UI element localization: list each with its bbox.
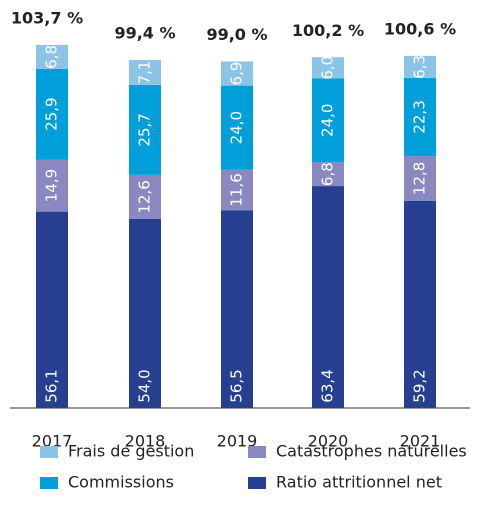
value-label: 6,0 bbox=[319, 56, 337, 80]
value-label: 12,8 bbox=[411, 162, 429, 195]
value-label: 56,1 bbox=[43, 369, 61, 402]
value-label: 14,9 bbox=[43, 169, 61, 202]
value-label: 25,7 bbox=[136, 113, 154, 146]
bar-segment bbox=[221, 169, 253, 211]
x-tick-label: 2017 bbox=[32, 432, 73, 451]
bar-segment bbox=[129, 84, 161, 175]
legend-swatch bbox=[248, 446, 266, 458]
bar-segment bbox=[129, 218, 161, 408]
value-label: 6,9 bbox=[228, 62, 246, 86]
total-label: 99,4 % bbox=[114, 24, 175, 43]
bar-segment bbox=[404, 155, 436, 201]
value-label: 59,2 bbox=[411, 369, 429, 402]
legend-label: Commissions bbox=[68, 473, 174, 492]
value-label: 11,6 bbox=[228, 173, 246, 206]
value-label: 24,0 bbox=[228, 111, 246, 144]
bar-segment bbox=[312, 57, 344, 79]
bar-segment bbox=[36, 45, 68, 69]
bar-segment bbox=[221, 85, 253, 170]
bar-segment bbox=[36, 211, 68, 408]
value-label: 7,1 bbox=[136, 61, 154, 85]
value-label: 6,8 bbox=[43, 45, 61, 69]
total-label: 99,0 % bbox=[206, 25, 267, 44]
value-label: 54,0 bbox=[136, 369, 154, 402]
value-label: 6,3 bbox=[411, 55, 429, 79]
bar-segment bbox=[36, 159, 68, 212]
bar-segment bbox=[404, 55, 436, 78]
value-label: 22,3 bbox=[411, 100, 429, 133]
bar-segment bbox=[221, 210, 253, 408]
total-label: 100,2 % bbox=[292, 21, 364, 40]
bar-segment bbox=[129, 174, 161, 219]
bar-segment bbox=[404, 200, 436, 408]
x-tick-label: 2018 bbox=[125, 432, 166, 451]
value-label: 63,4 bbox=[319, 369, 337, 402]
legend-swatch bbox=[40, 477, 58, 489]
x-tick-label: 2019 bbox=[217, 432, 258, 451]
value-label: 6,8 bbox=[319, 162, 337, 186]
bar-segment bbox=[312, 186, 344, 408]
total-label: 103,7 % bbox=[11, 9, 83, 28]
legend-swatch bbox=[40, 446, 58, 458]
bar-segment bbox=[221, 61, 253, 86]
legend-label: Catastrophes naturelles bbox=[276, 442, 467, 461]
value-label: 25,9 bbox=[43, 97, 61, 130]
legend-label: Frais de gestion bbox=[68, 442, 194, 461]
legend-swatch bbox=[248, 477, 266, 489]
x-tick-label: 2021 bbox=[400, 432, 441, 451]
bar-segment bbox=[404, 77, 436, 156]
bar-segment bbox=[312, 78, 344, 163]
bar-segment bbox=[312, 162, 344, 187]
legend-label: Ratio attritionnel net bbox=[276, 473, 442, 492]
bar-segment bbox=[129, 60, 161, 85]
value-label: 12,6 bbox=[136, 180, 154, 213]
total-label: 100,6 % bbox=[384, 19, 456, 38]
value-label: 24,0 bbox=[319, 104, 337, 137]
value-label: 56,5 bbox=[228, 369, 246, 402]
bar-segment bbox=[36, 68, 68, 160]
x-tick-label: 2020 bbox=[308, 432, 349, 451]
